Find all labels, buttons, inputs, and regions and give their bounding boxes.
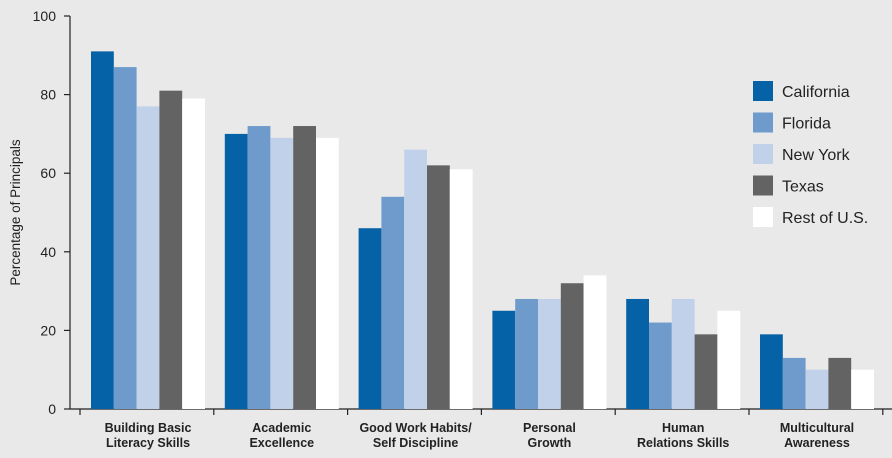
- x-category-label: Growth: [528, 436, 572, 450]
- bar-rest-of-u-s-: [316, 137, 339, 409]
- bar-florida: [381, 196, 405, 409]
- bar-new-york: [270, 137, 294, 409]
- bar-new-york: [805, 369, 829, 409]
- bars: [91, 51, 874, 410]
- bar-new-york: [538, 298, 561, 409]
- bar-florida: [113, 67, 137, 409]
- y-tick-label: 40: [40, 244, 56, 260]
- bar-rest-of-u-s-: [182, 98, 205, 409]
- bar-rest-of-u-s-: [717, 310, 741, 409]
- y-tick-label: 80: [40, 87, 56, 103]
- bar-california: [760, 334, 783, 409]
- legend-label: California: [782, 84, 850, 101]
- bar-florida: [515, 298, 538, 409]
- bar-florida: [247, 126, 271, 409]
- bar-texas: [159, 90, 183, 410]
- legend-swatch: [753, 175, 773, 196]
- y-tick-label: 20: [40, 322, 56, 338]
- bar-texas: [293, 126, 316, 409]
- legend: California Florida New York Texas Rest of U.…: [753, 81, 868, 227]
- legend-swatch: [753, 207, 773, 227]
- bar-new-york: [671, 298, 695, 409]
- bar-texas: [694, 334, 718, 409]
- bar-rest-of-u-s-: [851, 369, 874, 409]
- legend-label: Rest of U.S.: [782, 210, 868, 227]
- legend-label: Texas: [782, 179, 824, 196]
- x-category-label: Human: [662, 421, 704, 435]
- x-category-label: Awareness: [784, 436, 850, 450]
- x-category-label: Excellence: [249, 436, 314, 450]
- legend-swatch: [753, 112, 773, 133]
- legend-label: New York: [782, 147, 851, 164]
- x-category-label: Good Work Habits/: [359, 421, 472, 435]
- bar-california: [358, 228, 382, 409]
- y-tick-label: 0: [48, 401, 56, 417]
- legend-swatch: [753, 144, 773, 164]
- bar-california: [492, 310, 516, 409]
- legend-label: Florida: [782, 116, 831, 133]
- bar-new-york: [404, 149, 427, 409]
- bar-new-york: [136, 106, 160, 409]
- x-category-label: Building Basic: [105, 421, 192, 435]
- x-category-label: Self Discipline: [373, 436, 458, 450]
- bar-florida: [649, 322, 672, 409]
- bar-rest-of-u-s-: [583, 275, 607, 409]
- x-category-label: Literacy Skills: [106, 436, 190, 450]
- bar-texas: [828, 357, 852, 409]
- x-category-label: Multicultural: [780, 421, 854, 435]
- bar-texas: [427, 165, 450, 409]
- x-category-label: Academic: [252, 421, 311, 435]
- y-tick-label: 60: [40, 165, 56, 181]
- bar-california: [224, 133, 248, 409]
- axes: 0 20 40 60 80 100 Percentage of Principals Buil…: [8, 8, 892, 450]
- bar-california: [91, 51, 114, 410]
- bar-texas: [560, 283, 584, 409]
- bar-rest-of-u-s-: [449, 169, 473, 409]
- legend-swatch: [753, 81, 773, 101]
- y-tick-label: 100: [33, 8, 57, 24]
- x-category-label: Personal: [523, 421, 576, 435]
- x-category-label: Relations Skills: [637, 436, 729, 450]
- bar-california: [626, 298, 649, 409]
- bar-florida: [782, 357, 806, 409]
- y-axis-label: Percentage of Principals: [8, 139, 23, 286]
